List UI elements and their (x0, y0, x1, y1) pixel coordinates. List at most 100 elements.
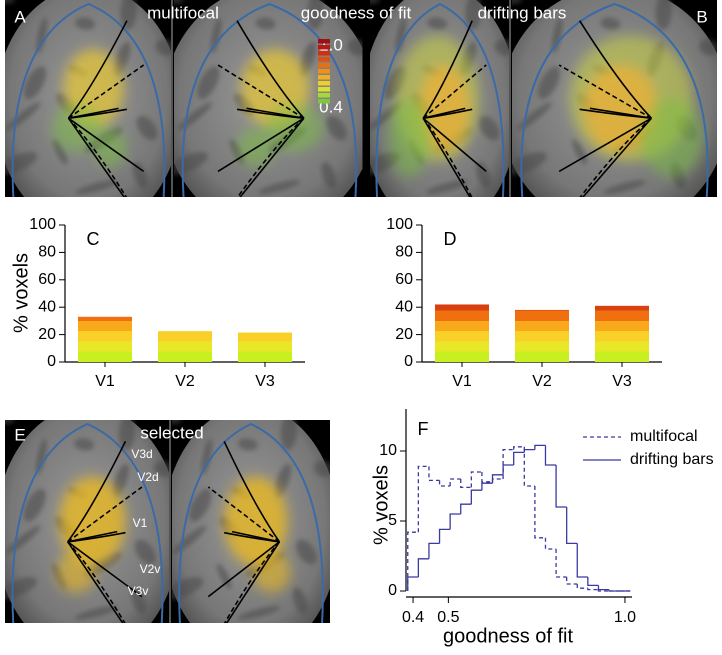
histogram-step (502, 448, 514, 479)
sulcus (655, 0, 672, 30)
histogram-step (470, 489, 482, 505)
histogram-step (513, 446, 525, 450)
histogram-step (523, 446, 535, 487)
sulcus (75, 180, 119, 195)
area-label: V1 (133, 516, 148, 530)
histogram-step (576, 543, 588, 578)
sulcus (201, 438, 213, 475)
histogram-step (481, 472, 493, 483)
outline (181, 2, 358, 197)
brain (512, 0, 717, 197)
panel-label: E (14, 425, 25, 444)
histogram-step (460, 503, 472, 514)
area-border (217, 64, 305, 119)
sulcus (155, 39, 172, 56)
sulcus (325, 115, 347, 141)
histogram-step (566, 577, 578, 585)
histogram-step (460, 479, 472, 489)
outline (11, 422, 164, 623)
histogram-step (534, 486, 546, 539)
sulcus (120, 0, 137, 30)
colorbar-swatch (318, 93, 330, 98)
area-border (582, 117, 653, 197)
area-label: V3d (131, 447, 152, 461)
colorbar-swatch (318, 87, 330, 92)
bar (595, 305, 649, 362)
x-tick-label: V2 (532, 373, 552, 390)
sulcus (131, 587, 146, 615)
activation (641, 98, 703, 178)
colorbar-swatch (318, 63, 330, 68)
panel-label: D (444, 229, 457, 249)
histogram-step (608, 589, 620, 592)
sulcus (395, 17, 407, 54)
brain (370, 0, 510, 197)
activation (252, 551, 291, 593)
x-tick-label: V1 (452, 373, 472, 390)
sulcus (134, 539, 156, 565)
area-border (67, 117, 145, 173)
area-border (67, 117, 128, 197)
histogram-step (417, 465, 429, 533)
x-tick-label: 1.0 (614, 609, 636, 626)
area-border (236, 117, 305, 197)
panel-title: selected (140, 423, 203, 442)
sulcus (172, 577, 204, 600)
area-border (217, 117, 305, 173)
colorbar-swatch (318, 75, 330, 80)
sulcus (257, 180, 301, 195)
y-tick-label: 80 (395, 244, 413, 261)
area-border (207, 541, 280, 598)
histogram-step (491, 478, 504, 482)
sulcus (517, 102, 552, 131)
bar (238, 332, 292, 362)
sulcus (427, 17, 448, 30)
sulcus (274, 463, 291, 498)
area-border (422, 117, 473, 197)
area-border (67, 20, 128, 119)
histogram-step (470, 471, 482, 488)
panel-label: B (696, 7, 707, 26)
brain (174, 0, 365, 197)
area-label: V2v (140, 562, 161, 576)
sulcus (321, 161, 336, 189)
sulcus (255, 17, 276, 30)
histogram-step (513, 451, 525, 465)
sulcus (551, 17, 563, 54)
activation (59, 476, 126, 567)
area-border (67, 486, 143, 543)
sulcus (132, 161, 148, 189)
y-tick-label: 60 (38, 271, 56, 288)
horizontal-meridian (589, 107, 652, 119)
sulcus (210, 17, 222, 54)
activation (56, 551, 96, 593)
y-tick-label: 20 (395, 326, 413, 343)
histogram-step (428, 466, 440, 482)
y-tick-label: 10 (379, 442, 397, 459)
sulcus (307, 0, 324, 30)
sulcus (292, 587, 308, 615)
sulcus (5, 152, 38, 175)
area-border (225, 541, 281, 623)
sulcus (189, 488, 212, 522)
histogram-step (407, 576, 419, 591)
outline (178, 422, 324, 623)
histogram-step (449, 478, 461, 486)
area-border (67, 541, 124, 623)
sulcus (537, 66, 560, 100)
histogram-step (544, 537, 557, 550)
horizontal-meridian (246, 107, 305, 119)
sulcus (237, 605, 281, 620)
histogram-step (481, 482, 493, 491)
bar (435, 304, 489, 362)
y-tick-label: 5 (388, 512, 397, 529)
sulcus (347, 39, 365, 56)
outline (375, 2, 505, 197)
sulcus (174, 152, 208, 175)
area-label: V3v (128, 584, 149, 598)
histogram-step (544, 445, 557, 466)
histogram-step (491, 474, 504, 484)
